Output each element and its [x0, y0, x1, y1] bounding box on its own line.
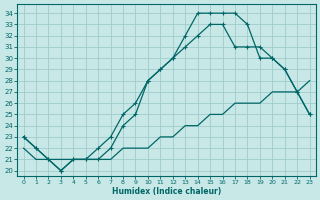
X-axis label: Humidex (Indice chaleur): Humidex (Indice chaleur)	[112, 187, 221, 196]
